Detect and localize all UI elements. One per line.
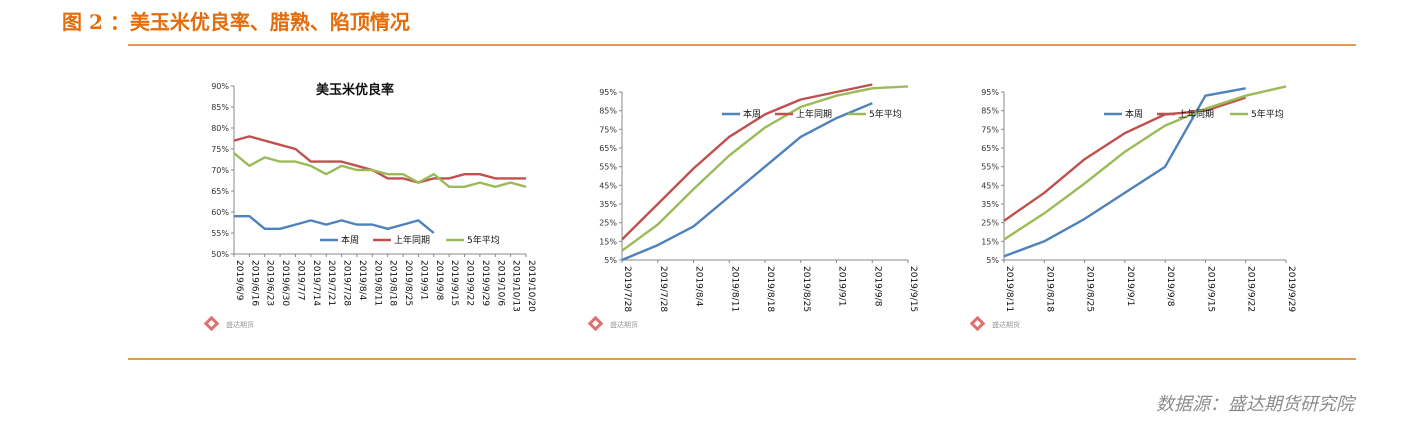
y-tick-label: 15%: [599, 237, 617, 246]
y-tick-label: 55%: [211, 229, 229, 238]
x-tick-label: 2019/7/21: [326, 260, 336, 306]
watermark-text: 盛达期货: [992, 320, 1020, 329]
watermark-logo-inner: [973, 319, 982, 328]
x-tick-label: 2019/6/9: [234, 260, 244, 301]
chart-mature-progress: 95% 85% 75% 65% 55% 45% 35% 25% 15% 5% 2019/8/11 20…: [969, 85, 1296, 332]
y-tick-label: 85%: [599, 107, 617, 116]
x-tick-label: 2019/8/11: [372, 260, 382, 306]
legend-label-0: 本周: [341, 234, 359, 246]
y-tick-label: 50%: [211, 250, 229, 259]
series-line-0: [621, 102, 873, 262]
x-tick-label: 2019/9/15: [449, 260, 459, 306]
y-tick-label: 35%: [599, 200, 617, 209]
data-source: 数据源：盛达期货研究院: [1156, 394, 1354, 415]
y-tick-label: 85%: [981, 107, 999, 116]
series-line-2: [621, 85, 909, 252]
x-tick-label: 2019/8/18: [765, 266, 775, 312]
y-tick-label: 35%: [981, 200, 999, 209]
legend-label-0: 本周: [743, 108, 761, 120]
chart-title: 美玉米优良率: [316, 82, 394, 98]
y-tick-label: 85%: [211, 103, 229, 112]
x-tick-label: 2019/9/1: [418, 260, 428, 300]
series-line-1: [621, 83, 873, 241]
y-tick-label: 15%: [981, 237, 999, 246]
x-tick-label: 2019/9/8: [434, 260, 444, 301]
x-tick-label: 2019/7/28: [658, 266, 668, 312]
x-tick-label: 2019/10/6: [495, 260, 505, 306]
watermark-logo-inner: [207, 319, 216, 328]
x-tick-label: 2019/6/23: [265, 260, 275, 306]
x-tick-label: 2019/8/11: [729, 266, 739, 312]
y-tick-label: 5%: [604, 256, 617, 265]
y-tick-label: 25%: [599, 219, 617, 228]
y-tick-label: 45%: [981, 181, 999, 190]
x-tick-label: 2019/8/25: [1085, 266, 1095, 312]
legend-label-1: 上年同期: [796, 108, 832, 120]
bottom-divider: [128, 358, 1356, 360]
y-tick-label: 65%: [981, 144, 999, 153]
x-tick-label: 2019/10/20: [526, 260, 536, 312]
x-tick-label: 2019/8/18: [1044, 266, 1054, 312]
chart-corn-good-excellent: 90% 85% 80% 75% 70% 65% 60% 55% 50% 2019/6/9 2019/…: [203, 82, 536, 332]
chart-dent-progress: 95% 85% 75% 65% 55% 45% 35% 25% 15% 5% 2019/7/28 20…: [587, 83, 918, 332]
y-tick-label: 75%: [981, 125, 999, 134]
x-tick-label: 2019/7/14: [311, 260, 321, 306]
legend-label-1: 上年同期: [1178, 108, 1214, 120]
series-line-0: [1003, 87, 1246, 258]
watermark-logo-inner: [591, 319, 600, 328]
x-tick-label: 2019/9/8: [1165, 266, 1175, 307]
legend-label-2: 5年平均: [1251, 108, 1284, 120]
x-tick-label: 2019/9/22: [1246, 266, 1256, 312]
x-tick-label: 2019/9/22: [465, 260, 475, 306]
x-tick-label: 2019/9/29: [1286, 266, 1296, 312]
series-line-2: [233, 152, 527, 188]
series-line-2: [1003, 85, 1287, 241]
y-tick-label: 5%: [986, 256, 999, 265]
x-tick-label: 2019/7/28: [342, 260, 352, 306]
y-tick-label: 65%: [599, 144, 617, 153]
top-divider: [128, 44, 1356, 46]
watermark-text: 盛达期货: [610, 320, 638, 329]
legend-label-2: 5年平均: [467, 234, 500, 246]
x-tick-label: 2019/8/25: [403, 260, 413, 306]
x-tick-label: 2019/8/11: [1004, 266, 1014, 312]
legend-label-1: 上年同期: [394, 234, 430, 246]
y-tick-label: 65%: [211, 187, 229, 196]
x-tick-label: 2019/10/13: [511, 260, 521, 312]
y-tick-label: 95%: [981, 88, 999, 97]
y-tick-label: 90%: [211, 82, 229, 91]
y-tick-label: 80%: [211, 124, 229, 133]
y-tick-label: 55%: [981, 163, 999, 172]
y-tick-label: 45%: [599, 181, 617, 190]
figure-title: 图 2 ：美玉米优良率、腊熟、陷顶情况: [62, 10, 410, 34]
x-tick-label: 2019/8/18: [388, 260, 398, 306]
x-tick-label: 2019/8/4: [357, 260, 367, 301]
x-tick-label: 2019/6/30: [280, 260, 290, 306]
x-tick-label: 2019/7/28: [622, 266, 632, 312]
x-tick-label: 2019/9/8: [872, 266, 882, 307]
series-line-1: [1003, 96, 1247, 222]
legend-label-0: 本周: [1125, 108, 1143, 120]
x-tick-label: 2019/9/1: [1125, 266, 1135, 306]
watermark-text: 盛达期货: [226, 320, 254, 329]
series-line-1: [233, 135, 526, 184]
x-tick-label: 2019/9/15: [908, 266, 918, 312]
x-tick-label: 2019/9/1: [837, 266, 847, 306]
x-tick-label: 2019/7/7: [295, 260, 305, 300]
y-tick-label: 95%: [599, 88, 617, 97]
x-tick-label: 2019/8/25: [801, 266, 811, 312]
x-tick-label: 2019/9/29: [480, 260, 490, 306]
y-tick-label: 75%: [211, 145, 229, 154]
y-tick-label: 60%: [211, 208, 229, 217]
x-tick-label: 2019/8/4: [694, 266, 704, 307]
y-tick-label: 70%: [211, 166, 229, 175]
series-line-0: [234, 215, 435, 234]
y-tick-label: 55%: [599, 163, 617, 172]
y-tick-label: 75%: [599, 125, 617, 134]
y-tick-label: 25%: [981, 219, 999, 228]
x-tick-label: 2019/9/15: [1205, 266, 1215, 312]
x-tick-label: 2019/6/16: [249, 260, 259, 306]
legend-label-2: 5年平均: [869, 108, 902, 120]
